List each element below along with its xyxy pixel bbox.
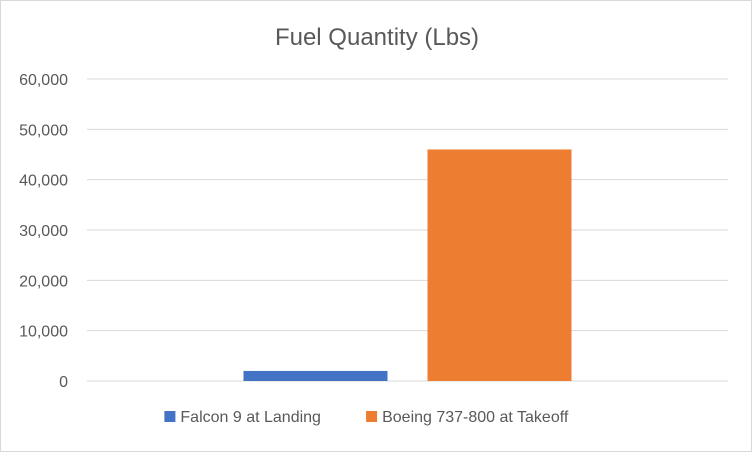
legend-label: Boeing 737-800 at Takeoff: [382, 409, 569, 426]
y-tick-label: 50,000: [19, 122, 68, 139]
chart-title: Fuel Quantity (Lbs): [275, 24, 479, 51]
y-tick-label: 10,000: [19, 324, 68, 341]
bar-boeing-737-800-at-takeoff: [427, 149, 572, 381]
legend: Falcon 9 at Landing Boeing 737-800 at Tak…: [164, 409, 569, 426]
y-tick-label: 0: [59, 374, 68, 391]
legend-label: Falcon 9 at Landing: [180, 409, 321, 426]
legend-swatch: [164, 411, 176, 422]
gridlines: [87, 78, 728, 382]
y-tick-label: 60,000: [19, 72, 68, 89]
y-tick-label: 20,000: [19, 273, 68, 290]
y-axis-tick-labels: 0 10,000 20,000 30,000 40,000 50,000 60,000: [19, 72, 68, 391]
bar-falcon-9-at-landing: [243, 370, 388, 381]
legend-swatch: [366, 411, 378, 422]
y-tick-label: 40,000: [19, 173, 68, 190]
y-tick-label: 30,000: [19, 223, 68, 240]
bars: [243, 149, 572, 381]
